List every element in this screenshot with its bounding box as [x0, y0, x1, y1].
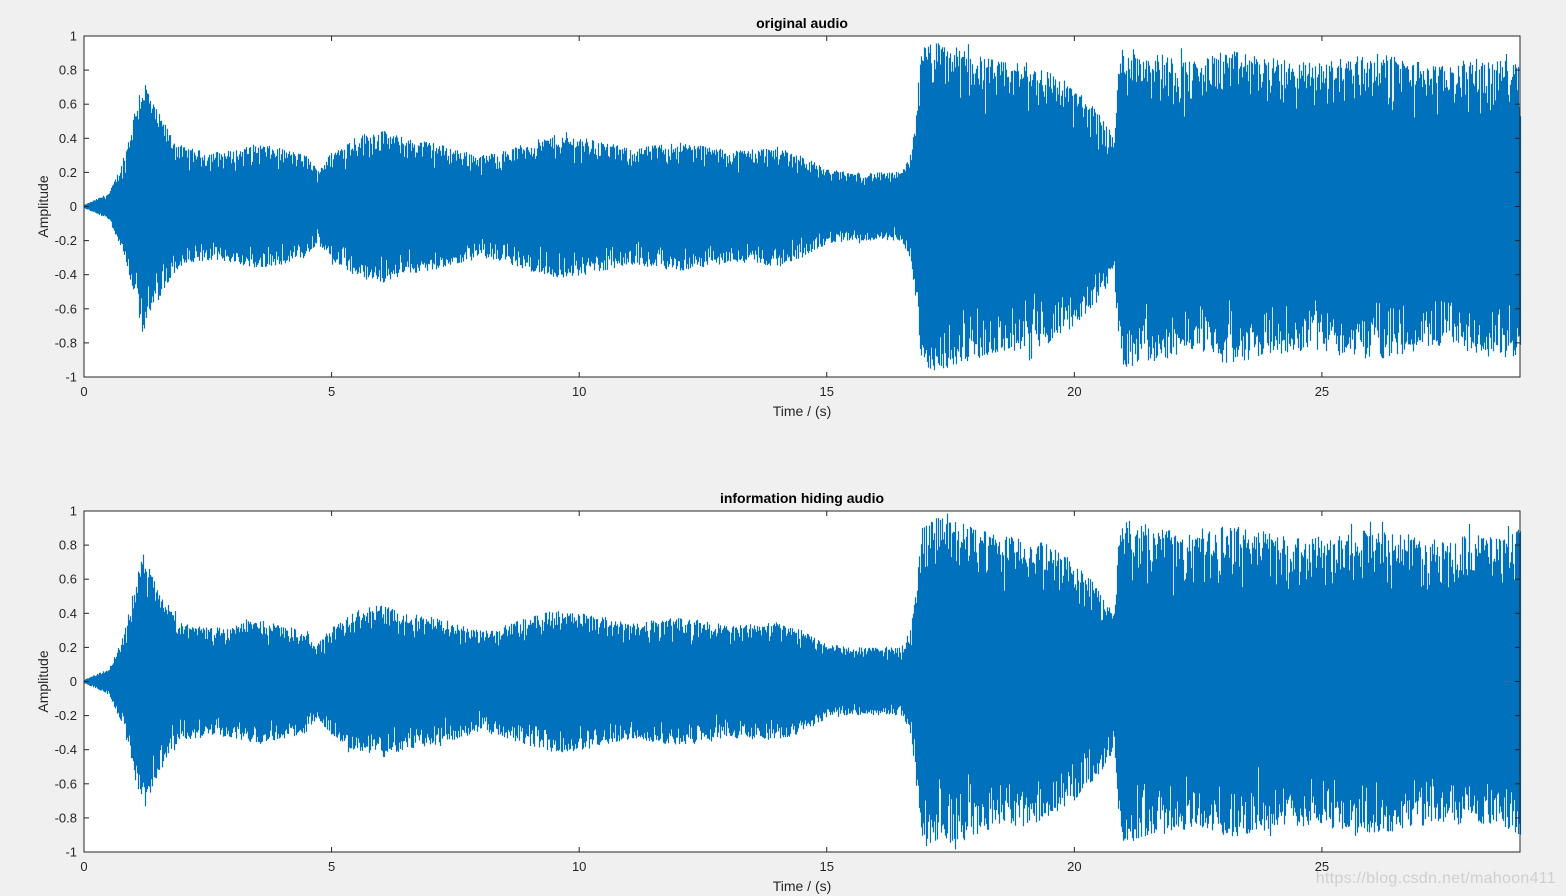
- x-tick-label: 0: [80, 859, 87, 874]
- y-tick-label: 0: [70, 674, 77, 689]
- axes-2: 0 5 10 15 20 25 -1 -0.8 -0.6 -0.4 -0.2 0 0.2 0.4 0.6 0.…: [35, 490, 1522, 894]
- y-tick-label: -0.4: [55, 742, 77, 757]
- x-axis-label: Time / (s): [773, 403, 832, 419]
- y-tick-label: -0.4: [55, 267, 77, 282]
- x-tick-label: 25: [1315, 859, 1329, 874]
- y-tick-label: -0.6: [55, 776, 77, 791]
- y-tick-label: 0.2: [59, 165, 77, 180]
- x-tick-label: 10: [572, 859, 586, 874]
- axes-1: 0 5 10 15 20 25 -1 -0.8 -0.6 -0.4 -0.2 0 0.2 0.4 0.6 0.…: [35, 15, 1522, 419]
- y-tick-label: 1: [70, 504, 77, 519]
- x-tick-label: 15: [820, 384, 834, 399]
- chart-title: original audio: [756, 15, 848, 31]
- x-tick-label: 25: [1315, 384, 1329, 399]
- y-tick-label: -1: [65, 845, 77, 860]
- y-tick-label: 0.4: [59, 131, 77, 146]
- y-tick-label: 0.2: [59, 640, 77, 655]
- x-tick-label: 5: [328, 859, 335, 874]
- x-tick-label: 15: [820, 859, 834, 874]
- x-axis-label: Time / (s): [773, 878, 832, 894]
- chart-title: information hiding audio: [720, 490, 884, 506]
- y-tick-label: 0.4: [59, 606, 77, 621]
- x-tick-label: 20: [1067, 384, 1081, 399]
- y-tick-label: -0.2: [55, 708, 77, 723]
- y-axis-label: Amplitude: [35, 175, 51, 237]
- y-tick-label: 0.6: [59, 572, 77, 587]
- y-tick-label: -1: [65, 370, 77, 385]
- watermark: https://blog.csdn.net/mahoon411: [1315, 870, 1556, 887]
- y-tick-label: -0.8: [55, 335, 77, 350]
- y-tick-label: 0.8: [59, 538, 77, 553]
- x-tick-label: 5: [328, 384, 335, 399]
- x-tick-label: 20: [1067, 859, 1081, 874]
- y-tick-label: 0.8: [59, 63, 77, 78]
- y-tick-label: -0.2: [55, 233, 77, 248]
- y-tick-label: -0.8: [55, 810, 77, 825]
- y-tick-label: 1: [70, 29, 77, 44]
- x-tick-label: 0: [80, 384, 87, 399]
- y-tick-label: -0.6: [55, 301, 77, 316]
- y-tick-label: 0: [70, 199, 77, 214]
- x-tick-label: 10: [572, 384, 586, 399]
- y-axis-label: Amplitude: [35, 650, 51, 712]
- y-tick-label: 0.6: [59, 97, 77, 112]
